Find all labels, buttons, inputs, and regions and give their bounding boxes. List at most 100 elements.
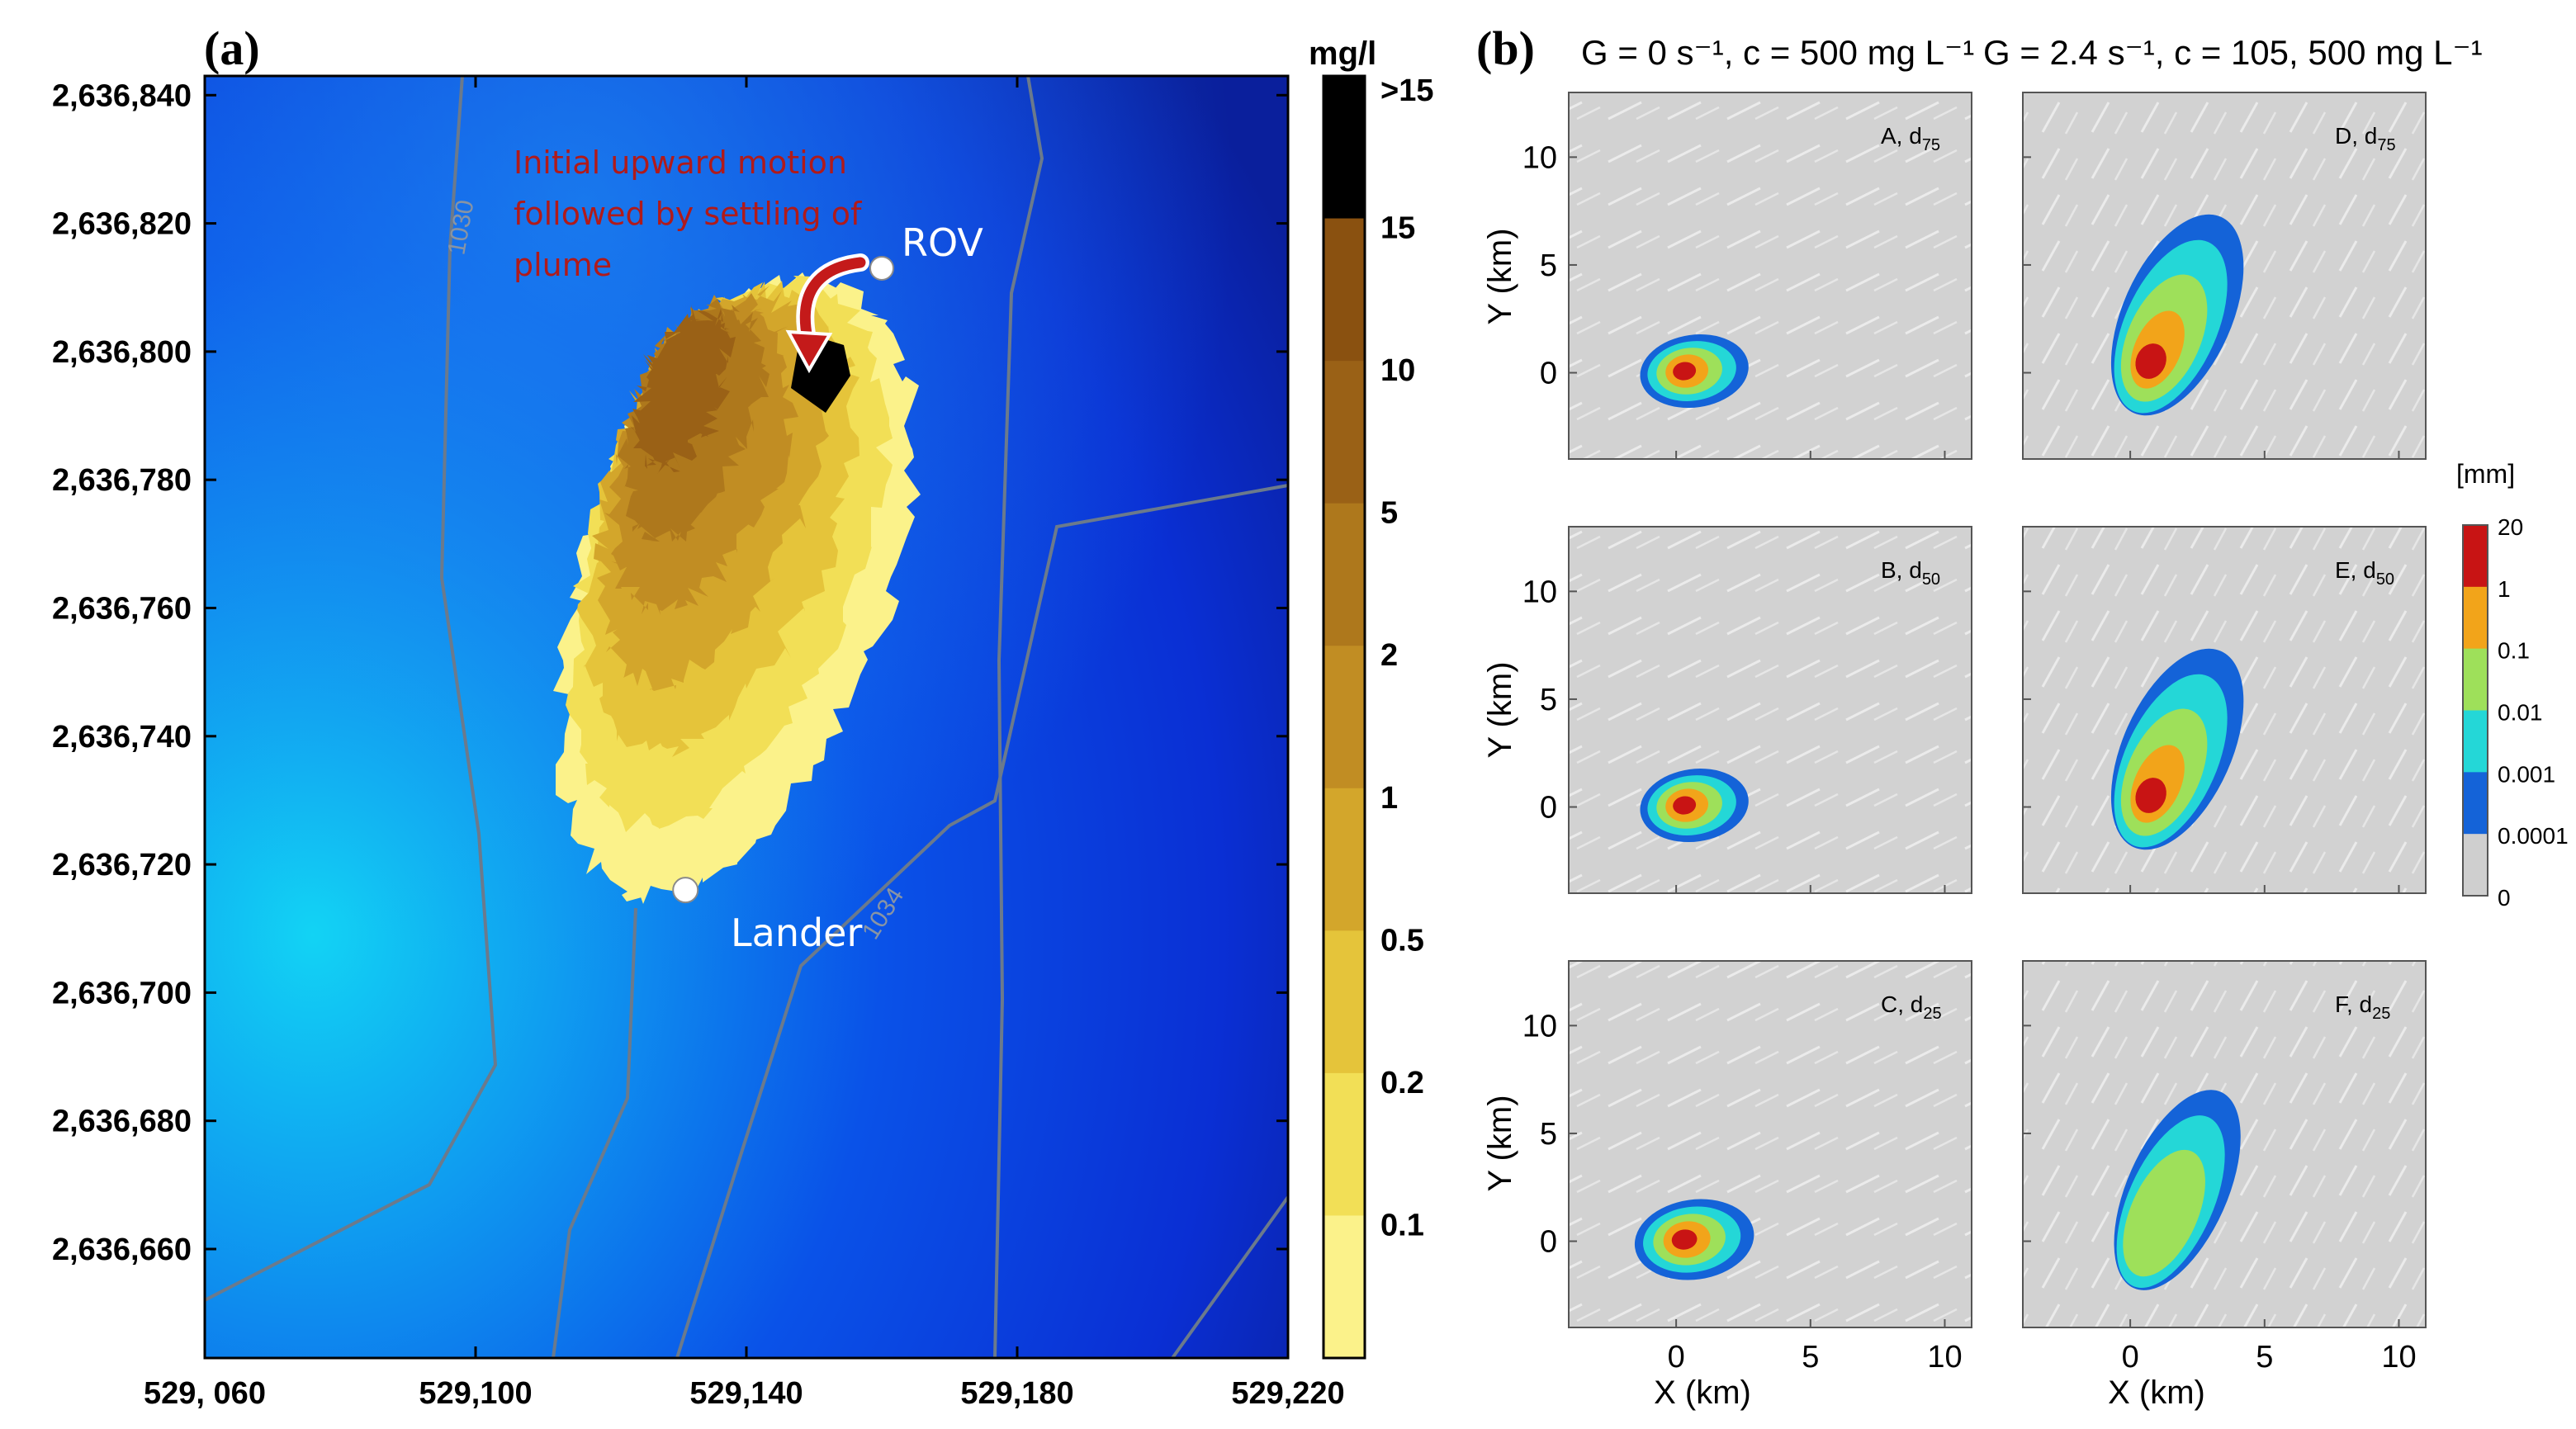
y-tick-label: 10 xyxy=(1522,140,1557,175)
y-axis-label-middle: Y (km) xyxy=(1482,661,1518,758)
y-tick-label: 2,636,720 xyxy=(52,848,192,882)
current-vectors xyxy=(1569,92,1972,459)
x-tick-label: 529,180 xyxy=(960,1376,1073,1411)
panel-id-subscript: 75 xyxy=(1922,136,1940,154)
y-tick-label: 5 xyxy=(1540,1117,1557,1152)
panel-frame xyxy=(1568,526,1972,894)
bathymetry-contours xyxy=(204,75,1290,1360)
panel-a-label: (a) xyxy=(204,21,260,75)
x-axis-label-left: X (km) xyxy=(1654,1375,1751,1411)
colorbar-tick-label: 0.1 xyxy=(2498,638,2530,664)
colorbar-tick-label: 0.0001 xyxy=(2498,823,2569,849)
colorbar-segment xyxy=(1324,1072,1365,1217)
colorbar-tick-label: 2 xyxy=(1380,638,1398,673)
y-tick-label: 2,636,840 xyxy=(52,78,192,113)
x-tick-label: 5 xyxy=(1802,1340,1819,1375)
motion-arrow xyxy=(799,257,866,344)
colorbar-segment xyxy=(1324,1215,1365,1359)
colorbar-segment xyxy=(1324,503,1365,647)
colorbar-segment xyxy=(2463,586,2488,650)
colorbar-segment xyxy=(2463,772,2488,835)
colorbar-segment xyxy=(2463,710,2488,774)
panel-b-label: (b) xyxy=(1476,21,1535,75)
panel-id-subscript: 25 xyxy=(1923,1005,1941,1023)
panel-id-subscript: 25 xyxy=(2372,1005,2390,1023)
contour-line xyxy=(993,75,1044,1359)
colorbar-segment xyxy=(1324,76,1365,220)
motion-arrow-head xyxy=(785,329,833,374)
colorbar-tick-label: 0.01 xyxy=(2498,700,2543,726)
colorbar-units-label: mg/l xyxy=(1309,35,1376,72)
colorbar-tick-label: 1 xyxy=(2498,576,2511,602)
y-tick-label: 2,636,780 xyxy=(52,463,192,498)
colorbar-tick-label: 10 xyxy=(1380,353,1415,388)
colorbar-segment xyxy=(2463,525,2488,588)
colorbar-segment xyxy=(1324,646,1365,789)
colorbar-segment xyxy=(1324,218,1365,362)
panel-b: (b) G = 0 s⁻¹, c = 500 mg L⁻¹ G = 2.4 s⁻… xyxy=(1476,21,2569,1411)
panel-frame xyxy=(1568,92,1972,460)
deposition-contour xyxy=(1673,796,1697,815)
rov-label: ROV xyxy=(902,220,983,265)
x-tick-label: 5 xyxy=(2256,1340,2273,1375)
deposition-contour xyxy=(2123,1149,2205,1277)
colorbar-segment xyxy=(1324,788,1365,932)
colorbar-segment xyxy=(2463,648,2488,712)
panel-id-subscript: 50 xyxy=(1922,570,1940,589)
lander-label: Lander xyxy=(731,911,862,955)
colorbar-tick-label: >15 xyxy=(1380,73,1433,108)
column-title-left: G = 0 s⁻¹, c = 500 mg L⁻¹ xyxy=(1581,33,1974,72)
y-tick-label: 5 xyxy=(1540,683,1557,717)
y-tick-label: 0 xyxy=(1540,791,1557,826)
x-tick-label: 0 xyxy=(1668,1340,1685,1375)
y-tick-label: 0 xyxy=(1540,357,1557,391)
x-tick-label: 10 xyxy=(1927,1340,1962,1375)
colorbar-tick-label: 0.001 xyxy=(2498,761,2555,787)
y-tick-label: 10 xyxy=(1522,1009,1557,1043)
x-tick-label: 529,100 xyxy=(419,1376,532,1411)
current-vectors xyxy=(1569,527,1972,893)
panel-d: D, d75 xyxy=(2022,92,2427,460)
x-axis-ticks: 529, 060 529,100 529,140 529,180 529,220 xyxy=(144,76,1345,1411)
panel-a: (a) 1030 1034 Initial upward motion foll… xyxy=(52,21,1434,1411)
y-axis-label-bottom: Y (km) xyxy=(1482,1095,1518,1191)
y-tick-label: 2,636,700 xyxy=(52,976,192,1010)
contour-line xyxy=(1171,1195,1290,1360)
deposition-contour xyxy=(1673,362,1697,381)
rov-marker xyxy=(869,255,894,281)
panel-frame xyxy=(2022,526,2427,894)
y-tick-label: 2,636,740 xyxy=(52,720,192,755)
colorbar-tick-label: 20 xyxy=(2498,514,2523,540)
panel-frame xyxy=(2022,92,2427,460)
deposition-contour xyxy=(1671,1229,1698,1250)
y-tick-label: 2,636,760 xyxy=(52,591,192,626)
y-tick-label: 2,636,660 xyxy=(52,1233,192,1267)
y-tick-label: 2,636,820 xyxy=(52,207,192,242)
colorbar-tick-label: 0.5 xyxy=(1380,923,1424,958)
lander-marker xyxy=(672,877,699,904)
colorbar-frame xyxy=(2462,524,2488,897)
contour-line xyxy=(204,75,498,1302)
x-tick-label: 0 xyxy=(2122,1340,2139,1375)
deposition-contour xyxy=(2135,778,2166,813)
contour-line xyxy=(552,907,637,1359)
y-tick-label: 5 xyxy=(1540,248,1557,283)
colorbar-segment xyxy=(2463,834,2488,897)
x-tick-label: 529, 060 xyxy=(144,1376,266,1411)
deposition-contour xyxy=(2135,343,2166,379)
panel-frame xyxy=(2022,960,2427,1328)
colorbar-tick-label: 15 xyxy=(1380,211,1415,246)
x-tick-label: 10 xyxy=(2381,1340,2416,1375)
column-title-right: G = 2.4 s⁻¹, c = 105, 500 mg L⁻¹ xyxy=(1983,33,2483,72)
contour-line xyxy=(675,484,1289,1359)
colorbar-segment xyxy=(1324,930,1365,1074)
panel-frame xyxy=(1568,960,1972,1328)
colorbar-frame xyxy=(1322,74,1366,1360)
x-tick-label: 529,140 xyxy=(689,1376,803,1411)
